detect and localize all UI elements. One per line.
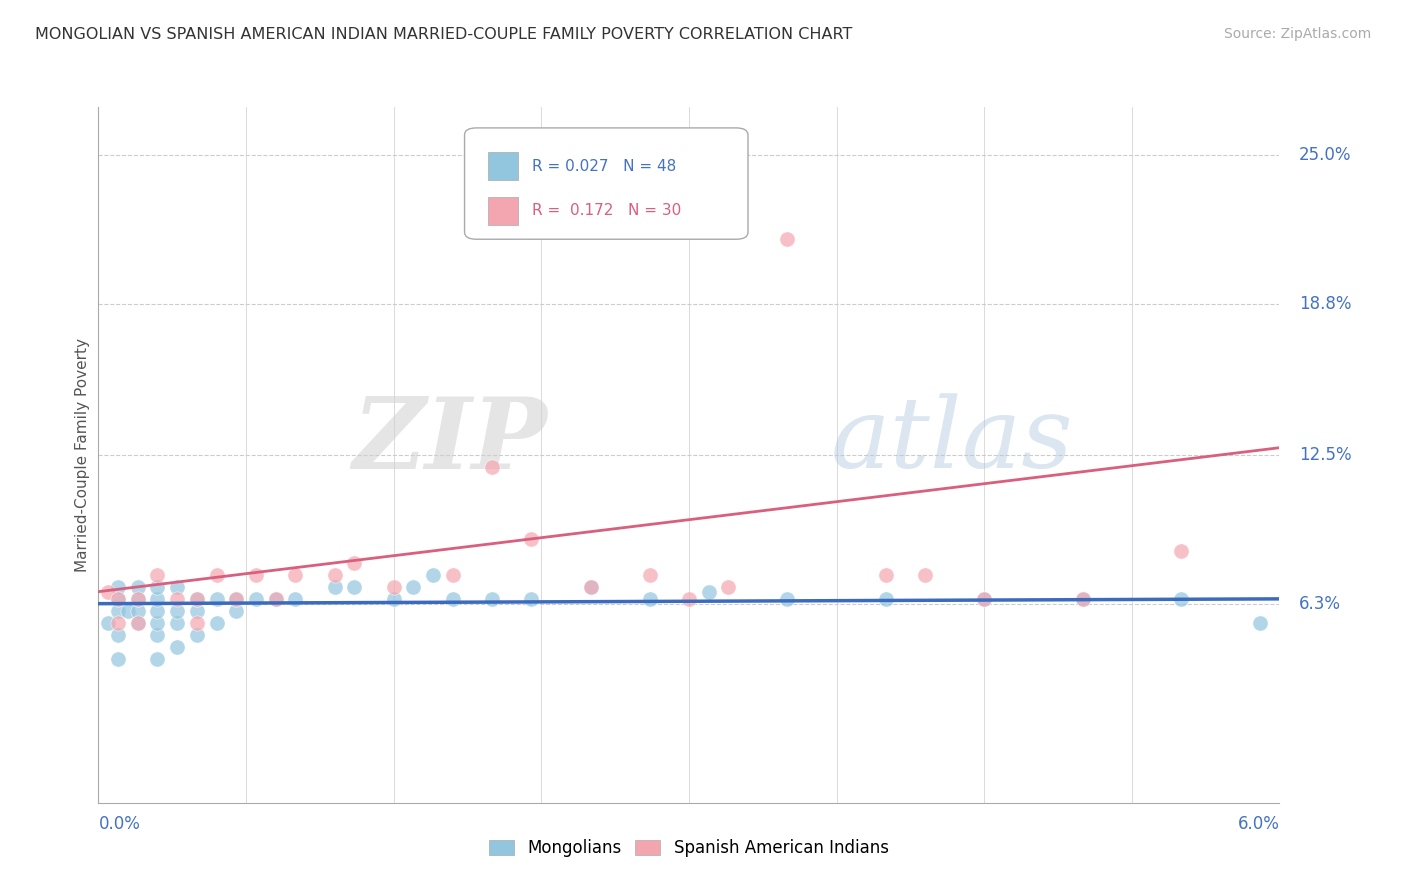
Point (97, 615, 120, 630)
Point (107, 615, 129, 630)
Text: Source: ZipAtlas.com: Source: ZipAtlas.com (1223, 27, 1371, 41)
Point (1249, 615, 1271, 630)
Point (1071, 591, 1094, 606)
Text: R =  0.172   N = 30: R = 0.172 N = 30 (531, 203, 681, 219)
Text: 18.8%: 18.8% (1299, 294, 1351, 313)
Point (225, 604, 247, 618)
Point (205, 591, 228, 606)
Point (107, 652, 129, 666)
Point (127, 591, 149, 606)
Point (520, 591, 543, 606)
Point (107, 591, 129, 606)
Point (264, 591, 287, 606)
Point (402, 580, 425, 594)
Point (146, 628, 169, 642)
Point (127, 615, 149, 630)
Text: 6.0%: 6.0% (1237, 814, 1279, 833)
Point (107, 604, 129, 618)
Point (146, 604, 169, 618)
Point (323, 580, 346, 594)
Point (441, 591, 464, 606)
Point (914, 567, 936, 582)
Point (245, 591, 267, 606)
Point (127, 580, 149, 594)
Point (264, 591, 287, 606)
Point (284, 591, 307, 606)
Point (205, 615, 228, 630)
Point (343, 556, 366, 570)
Point (638, 591, 661, 606)
Text: 25.0%: 25.0% (1299, 146, 1351, 164)
Point (1071, 591, 1094, 606)
Point (638, 567, 661, 582)
Point (481, 591, 503, 606)
Text: R = 0.027   N = 48: R = 0.027 N = 48 (531, 159, 676, 174)
Point (146, 567, 169, 582)
Point (127, 615, 149, 630)
Point (776, 591, 799, 606)
Text: 0.0%: 0.0% (98, 814, 141, 833)
Point (225, 591, 247, 606)
Point (166, 640, 188, 654)
Text: atlas: atlas (831, 393, 1073, 489)
Point (117, 604, 139, 618)
Point (166, 580, 188, 594)
Point (1170, 591, 1192, 606)
Point (166, 604, 188, 618)
Point (127, 604, 149, 618)
FancyBboxPatch shape (464, 128, 748, 239)
Point (875, 567, 897, 582)
Point (717, 580, 740, 594)
Point (1170, 544, 1192, 558)
Point (343, 580, 366, 594)
Point (186, 591, 208, 606)
Point (225, 591, 247, 606)
Point (382, 591, 405, 606)
Point (186, 615, 208, 630)
Point (973, 591, 995, 606)
Point (146, 580, 169, 594)
Point (166, 591, 188, 606)
Point (146, 652, 169, 666)
Point (107, 628, 129, 642)
FancyBboxPatch shape (488, 153, 517, 180)
Point (186, 591, 208, 606)
Text: MONGOLIAN VS SPANISH AMERICAN INDIAN MARRIED-COUPLE FAMILY POVERTY CORRELATION C: MONGOLIAN VS SPANISH AMERICAN INDIAN MAR… (35, 27, 852, 42)
Point (875, 591, 897, 606)
Point (284, 567, 307, 582)
Point (422, 567, 444, 582)
Point (481, 459, 503, 474)
Point (382, 580, 405, 594)
Point (697, 584, 720, 599)
Text: 12.5%: 12.5% (1299, 446, 1351, 464)
Text: 6.3%: 6.3% (1299, 595, 1341, 613)
Point (107, 591, 129, 606)
Point (186, 628, 208, 642)
Point (127, 591, 149, 606)
Point (579, 580, 602, 594)
Point (323, 567, 346, 582)
Point (186, 604, 208, 618)
Legend: Mongolians, Spanish American Indians: Mongolians, Spanish American Indians (482, 833, 896, 864)
Point (107, 580, 129, 594)
Point (776, 232, 799, 246)
Point (97, 584, 120, 599)
Point (146, 615, 169, 630)
Point (146, 591, 169, 606)
Point (579, 580, 602, 594)
Point (678, 591, 700, 606)
Point (441, 567, 464, 582)
Point (205, 567, 228, 582)
Text: ZIP: ZIP (353, 392, 547, 489)
Y-axis label: Married-Couple Family Poverty: Married-Couple Family Poverty (75, 338, 90, 572)
Point (245, 567, 267, 582)
FancyBboxPatch shape (488, 197, 517, 225)
Point (520, 532, 543, 546)
Point (166, 615, 188, 630)
Point (973, 591, 995, 606)
